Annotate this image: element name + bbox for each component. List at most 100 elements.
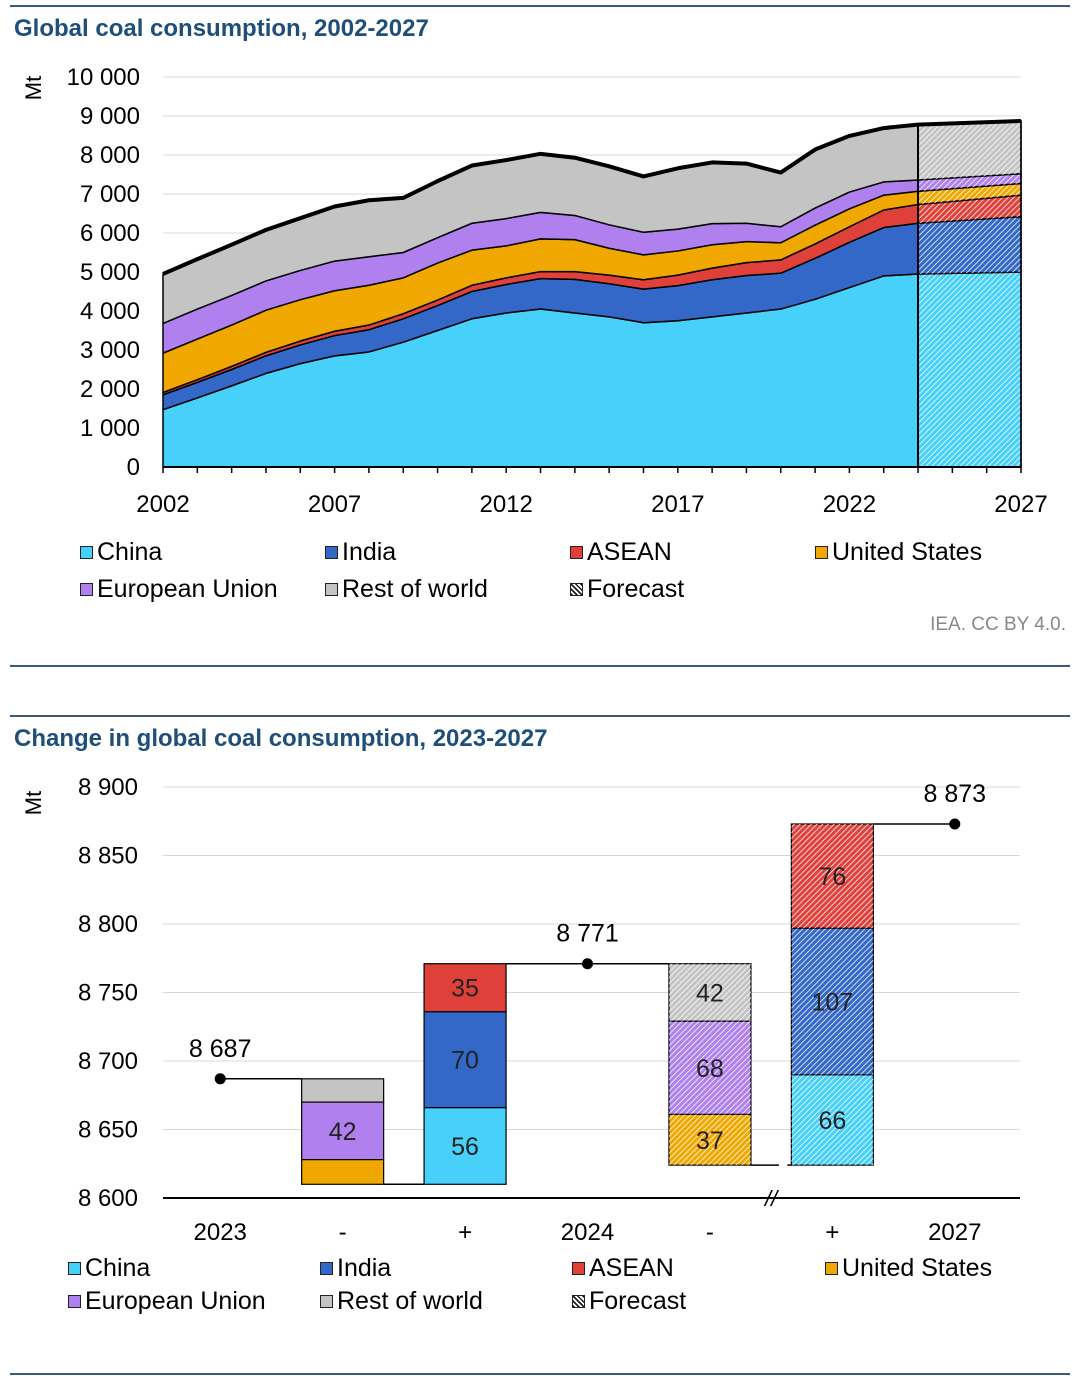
x-tick-label: + — [825, 1219, 839, 1246]
legend-item-asean: ASEAN — [572, 1254, 674, 1283]
legend-label: Forecast — [587, 575, 685, 603]
top-rule — [10, 5, 1070, 7]
legend-label: Forecast — [589, 1287, 687, 1315]
legend-label: India — [337, 1254, 392, 1282]
y-tick-label: 3 000 — [80, 337, 140, 364]
legend-item-china: China — [68, 1254, 150, 1283]
x-tick-label: 2027 — [928, 1219, 981, 1246]
y-tick-label: 4 000 — [80, 298, 140, 325]
bar-rest-of-world — [301, 1078, 385, 1103]
legend-item-rest-of-world: Rest of world — [325, 575, 488, 604]
bar-label: 70 — [451, 1047, 479, 1075]
x-tick-label: 2007 — [308, 491, 361, 518]
bar-label: 68 — [696, 1055, 724, 1083]
legend-item-india: India — [325, 538, 396, 567]
forecast-hatch — [791, 1074, 874, 1166]
legend-item-forecast: Forecast — [570, 575, 684, 604]
legend-swatch — [80, 546, 93, 559]
y-tick-label: 8 800 — [78, 911, 138, 938]
total-label: 8 771 — [556, 920, 619, 948]
forecast-hatch — [791, 928, 874, 1075]
legend-label: Rest of world — [342, 575, 488, 603]
total-line — [162, 118, 1022, 276]
legend-label: United States — [842, 1254, 993, 1282]
legend-swatch — [68, 1262, 81, 1275]
middle-rule-2 — [10, 715, 1070, 717]
y-tick-label: 7 000 — [80, 181, 140, 208]
y-tick-label: 2 000 — [80, 376, 140, 403]
legend-label: Rest of world — [337, 1287, 483, 1315]
bar-european-union — [301, 1101, 385, 1161]
legend-swatch — [572, 1295, 585, 1308]
chart2-title: Change in global coal consumption, 2023-… — [14, 725, 548, 752]
forecast-hatch — [668, 1114, 751, 1166]
legend-label: China — [85, 1254, 151, 1282]
y-tick-label: 8 000 — [80, 142, 140, 169]
y-tick-label: 9 000 — [80, 103, 140, 130]
x-tick-label: + — [458, 1219, 472, 1246]
legend-item-asean: ASEAN — [570, 538, 672, 567]
legend-item-china: China — [80, 538, 162, 567]
bar-label: 37 — [696, 1127, 724, 1155]
legend-swatch — [572, 1262, 585, 1275]
bar-label: 107 — [811, 988, 853, 1016]
bar-label: 76 — [818, 863, 846, 891]
y-tick-label: 1 000 — [80, 415, 140, 442]
y-tick-label: 8 650 — [78, 1117, 138, 1144]
x-tick-label: 2024 — [561, 1219, 614, 1246]
y-tick-label: 8 750 — [78, 980, 138, 1007]
legend-label: European Union — [85, 1287, 266, 1315]
legend-swatch — [325, 546, 338, 559]
legend-swatch — [80, 583, 93, 596]
y-tick-label: 8 900 — [78, 774, 138, 801]
bar-asean — [423, 963, 507, 1013]
legend-swatch — [570, 583, 583, 596]
bar-label: 42 — [329, 1118, 357, 1146]
bar-label: 35 — [451, 975, 479, 1003]
legend-swatch — [570, 546, 583, 559]
legend-item-india: India — [320, 1254, 391, 1283]
legend-swatch — [68, 1295, 81, 1308]
legend-label: ASEAN — [589, 1254, 674, 1282]
y-tick-label: 0 — [127, 454, 140, 481]
middle-rule-1 — [10, 665, 1070, 667]
bar-label: 56 — [451, 1133, 479, 1161]
area-chart: 0 1 000 2 000 3 000 4 000 5 000 6 000 7 000 8 00… — [67, 64, 1048, 518]
y-tick-label: 5 000 — [80, 259, 140, 286]
legend-label: European Union — [97, 575, 278, 603]
legend-item-european-union: European Union — [80, 575, 278, 604]
legend-item-united-states: United States — [815, 538, 982, 567]
bottom-rule — [10, 1373, 1070, 1375]
legend-swatch — [815, 546, 828, 559]
legend-label: India — [342, 538, 397, 566]
bar-label: 66 — [818, 1107, 846, 1135]
legend-label: China — [97, 538, 163, 566]
legend-item-rest-of-world: Rest of world — [320, 1287, 483, 1316]
bar-china — [423, 1106, 507, 1185]
forecast-hatch — [918, 120, 1021, 180]
legend-label: United States — [832, 538, 983, 566]
legend-swatch — [325, 583, 338, 596]
legend-swatch — [825, 1262, 838, 1275]
legend-label: ASEAN — [587, 538, 672, 566]
x-tick-label: 2017 — [651, 491, 704, 518]
forecast-hatch — [668, 963, 751, 1022]
total-label: 8 873 — [924, 780, 987, 808]
bar-united-states — [301, 1159, 385, 1185]
forecast-hatch — [918, 173, 1021, 192]
legend-item-forecast: Forecast — [572, 1287, 686, 1316]
forecast-hatch — [668, 1021, 751, 1115]
legend-item-united-states: United States — [825, 1254, 992, 1283]
y-tick-label: 8 850 — [78, 843, 138, 870]
forecast-hatch — [918, 183, 1021, 205]
credit-text: IEA. CC BY 4.0. — [930, 614, 1066, 635]
y-tick-label: 8 700 — [78, 1048, 138, 1075]
x-tick-label: 2027 — [994, 491, 1047, 518]
x-tick-label: 2022 — [823, 491, 876, 518]
y-tick-label: 10 000 — [67, 64, 140, 91]
legend-swatch — [320, 1262, 333, 1275]
chart1-title: Global coal consumption, 2002-2027 — [14, 15, 429, 42]
y-tick-label: 6 000 — [80, 220, 140, 247]
x-tick-label: 2002 — [136, 491, 189, 518]
